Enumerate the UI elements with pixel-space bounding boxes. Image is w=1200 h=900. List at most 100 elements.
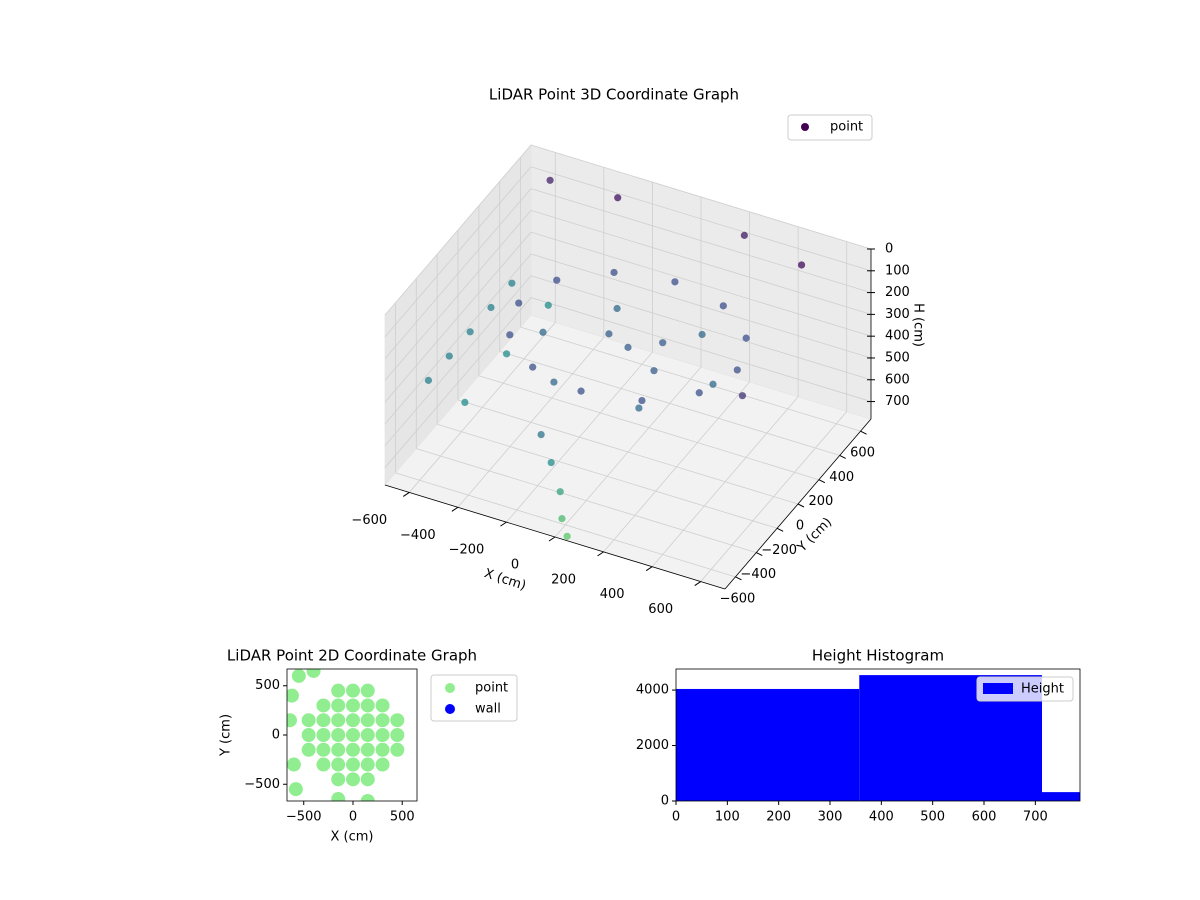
point (558, 515, 566, 523)
point (738, 392, 747, 400)
x-tick-label: 400 (869, 810, 894, 825)
point (301, 742, 316, 757)
point (445, 352, 453, 360)
y-tick-label: 0 (796, 519, 804, 534)
point (375, 698, 390, 713)
x-tick-label: 0 (511, 558, 519, 573)
point (306, 669, 321, 678)
point (506, 331, 514, 339)
z-tick-label: 0 (885, 242, 893, 257)
point (287, 713, 297, 728)
point (345, 713, 360, 728)
y-tick-label: 4000 (636, 683, 669, 698)
point (287, 757, 301, 772)
point (345, 683, 360, 698)
legend-label: wall (475, 702, 501, 717)
axes-frame (675, 668, 1081, 802)
point (345, 728, 360, 742)
axis-line (384, 484, 726, 590)
point (331, 757, 346, 772)
grid-line (520, 326, 861, 432)
point (331, 683, 346, 698)
point (360, 757, 375, 772)
grid-line (530, 210, 872, 315)
point (316, 713, 331, 728)
grid-line (530, 166, 872, 272)
bar (1042, 792, 1080, 801)
point (624, 343, 632, 351)
point (288, 782, 303, 797)
point (316, 757, 331, 772)
point (544, 301, 552, 309)
grid-line (384, 253, 532, 425)
point (537, 431, 545, 439)
point (360, 713, 375, 728)
x-tick (694, 581, 701, 586)
point (331, 772, 346, 787)
chart-title: Height Histogram (812, 647, 944, 665)
point (487, 303, 495, 312)
point (577, 387, 585, 395)
chart-title: LiDAR Point 3D Coordinate Graph (489, 86, 739, 104)
z-tick-label: 500 (885, 350, 910, 365)
point (345, 772, 360, 787)
point (390, 728, 405, 742)
point (733, 366, 741, 374)
x-axis-label: X (cm) (331, 830, 374, 845)
point (301, 728, 316, 742)
point (635, 404, 643, 412)
z-tick-label: 400 (885, 329, 910, 344)
grid-line (530, 275, 872, 381)
y-axis-label: Y (cm) (219, 714, 234, 757)
x-tick (500, 521, 507, 527)
point (466, 328, 474, 336)
x-tick-label: 500 (390, 810, 415, 825)
point (515, 299, 523, 307)
y-tick-label: 600 (850, 446, 875, 461)
point (345, 757, 360, 772)
x-tick-label: 300 (818, 810, 843, 825)
point (360, 794, 375, 801)
grid-line (384, 275, 532, 447)
point (553, 276, 561, 284)
point (316, 728, 331, 742)
grid-line (530, 144, 872, 250)
point (360, 698, 375, 713)
grid-line (478, 375, 819, 481)
point (563, 532, 571, 540)
legend-box (787, 114, 873, 141)
y-tick (735, 576, 742, 581)
x-tick-label: −600 (351, 513, 387, 528)
point (671, 278, 679, 286)
grid-line (437, 423, 778, 529)
points (287, 669, 405, 801)
point (556, 488, 564, 496)
grid-line (530, 297, 872, 402)
x-tick (548, 536, 556, 542)
y-tick-label: 500 (255, 678, 280, 693)
z-tick-label: 100 (885, 263, 910, 278)
point (659, 339, 667, 347)
point (301, 713, 316, 728)
legend-label: point (475, 681, 508, 696)
grid-line (384, 166, 532, 338)
x-tick (451, 506, 459, 512)
legend-label: Height (1021, 682, 1064, 697)
grid-line (416, 448, 757, 553)
grid-line (457, 399, 799, 505)
grid-line (395, 472, 736, 578)
y-tick-label: −200 (761, 543, 797, 558)
z-tick-label: 600 (885, 372, 910, 387)
point (360, 728, 375, 742)
point (695, 389, 703, 397)
legend-marker (801, 123, 809, 131)
y-tick-label: 200 (808, 494, 833, 509)
y-tick-label: −500 (244, 777, 280, 792)
point (797, 261, 806, 269)
point (650, 367, 658, 375)
point (375, 728, 390, 742)
x-tick (645, 566, 653, 572)
grid-line (384, 231, 532, 403)
y-tick (797, 503, 805, 508)
